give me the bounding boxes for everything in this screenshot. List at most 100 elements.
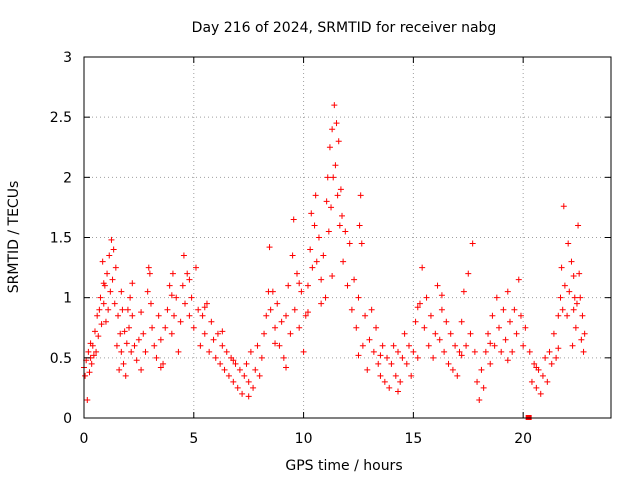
data-point [566,288,573,295]
data-point [331,102,338,109]
data-point [326,144,333,151]
data-point [280,354,287,361]
data-point [252,366,259,373]
data-point [86,369,93,376]
data-point [489,312,496,319]
data-point [121,328,128,335]
data-point [162,324,169,331]
data-point [133,357,140,364]
data-point [504,288,511,295]
data-point [579,312,586,319]
data-point [346,240,353,247]
data-point [560,203,567,210]
data-point [245,393,252,400]
y-tick-label: 0.5 [50,351,72,367]
data-point [571,294,578,301]
data-point [357,192,364,199]
data-point [106,252,113,259]
data-point [214,330,221,337]
data-point [307,246,314,253]
data-point [452,342,459,349]
data-point [236,366,243,373]
data-point [313,258,320,265]
data-point [460,288,467,295]
data-point [359,342,366,349]
data-point [555,312,562,319]
data-point [182,300,189,307]
data-point [333,120,340,127]
data-point [210,336,217,343]
data-point [558,264,565,271]
x-tick-label: 20 [514,431,532,447]
data-point [290,216,297,223]
data-point [254,342,261,349]
data-point [201,304,208,311]
data-point [276,342,283,349]
data-point [304,309,311,316]
data-point [283,364,290,371]
data-point [138,309,145,316]
data-point [427,312,434,319]
data-point [581,330,588,337]
data-point [569,342,576,349]
data-point [498,348,505,355]
data-point [522,324,529,331]
data-point [408,372,415,379]
data-point [548,360,555,367]
data-point [311,222,318,229]
data-point [100,300,107,307]
data-point [149,324,156,331]
data-point [203,300,210,307]
axis-ticks: 0 0.5 1 1.5 2 2.5 3 0 5 10 15 20 [50,50,611,447]
data-point [300,348,307,355]
data-point [111,300,118,307]
data-point [392,372,399,379]
data-point [509,348,516,355]
data-point [128,348,135,355]
data-point [336,222,343,229]
data-point [328,204,335,211]
data-point [573,300,580,307]
data-point [247,348,254,355]
data-point [112,264,119,271]
data-point [580,348,587,355]
data-point [104,270,111,277]
data-point [467,330,474,337]
x-tick-label: 0 [80,431,89,447]
data-point [118,348,125,355]
data-point [293,270,300,277]
data-point [474,378,481,385]
data-point [405,342,412,349]
data-point [421,324,428,331]
data-point [296,324,303,331]
data-point [491,342,498,349]
data-point [576,270,583,277]
data-point [355,294,362,301]
data-point [129,280,136,287]
data-point [206,348,213,355]
data-point [493,294,500,301]
data-point [339,212,346,219]
data-point [157,364,164,371]
data-point [520,342,527,349]
data-point [169,270,176,277]
data-point [425,342,432,349]
data-point [90,352,97,359]
data-point [289,252,296,259]
data-point [465,270,472,277]
data-point [456,348,463,355]
data-point [356,222,363,229]
data-point [230,378,237,385]
data-point [283,312,290,319]
data-point [565,240,572,247]
data-point [192,264,199,271]
x-tick-label: 5 [189,431,198,447]
data-point [332,162,339,169]
y-tick-label: 3 [63,50,72,66]
data-point [482,348,489,355]
data-point [370,348,377,355]
data-point [102,318,109,325]
data-point [234,384,241,391]
data-point [267,306,274,313]
data-point [324,174,331,181]
